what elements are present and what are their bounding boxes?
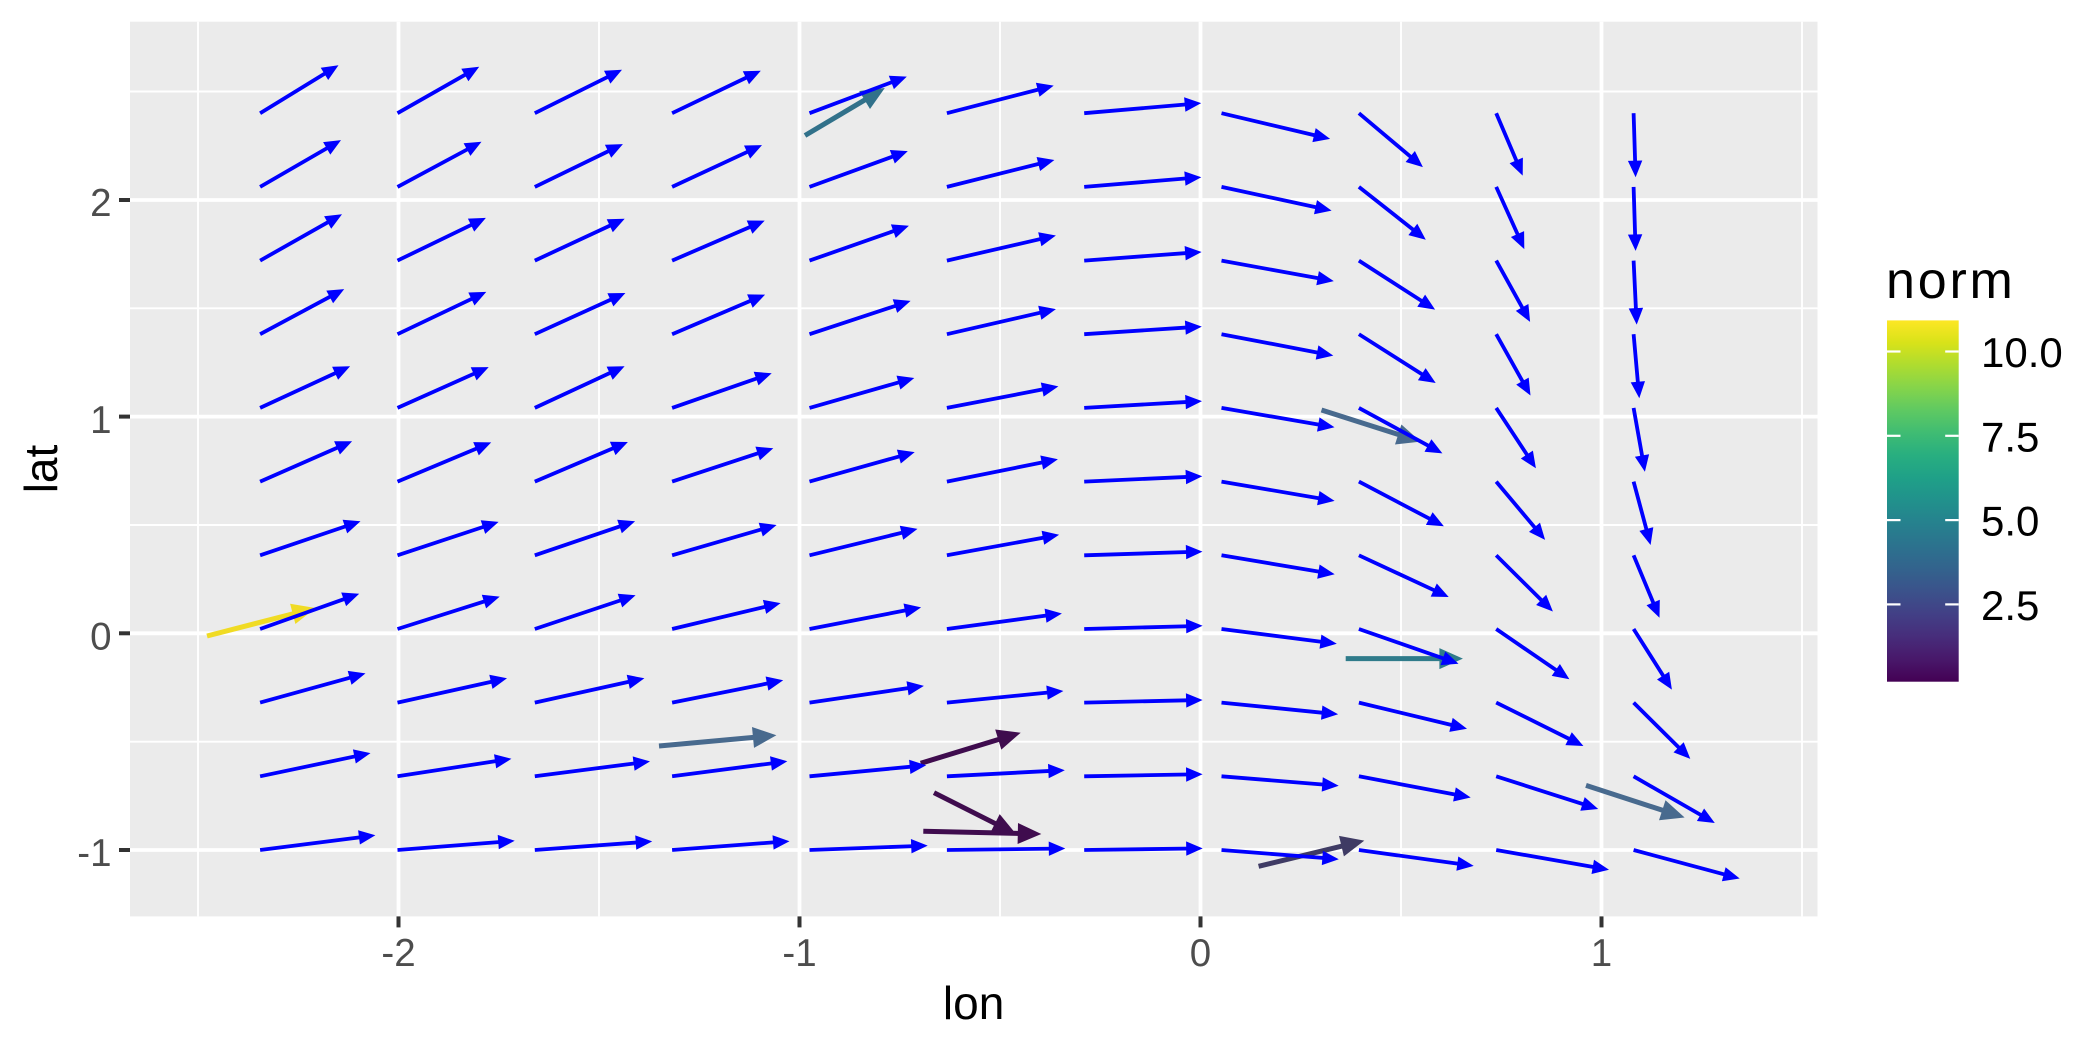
svg-text:-1: -1 xyxy=(77,832,111,875)
svg-text:7.5: 7.5 xyxy=(1981,413,2039,460)
svg-text:2: 2 xyxy=(90,182,111,225)
svg-text:-1: -1 xyxy=(782,932,816,975)
svg-text:1: 1 xyxy=(1591,932,1612,975)
svg-text:lon: lon xyxy=(943,977,1004,1029)
svg-text:0: 0 xyxy=(90,616,111,659)
svg-text:10.0: 10.0 xyxy=(1981,329,2063,376)
svg-text:0: 0 xyxy=(1190,932,1211,975)
svg-text:5.0: 5.0 xyxy=(1981,498,2039,545)
svg-text:-2: -2 xyxy=(381,932,415,975)
svg-text:norm: norm xyxy=(1886,252,2016,310)
svg-text:lat: lat xyxy=(15,444,67,493)
svg-text:2.5: 2.5 xyxy=(1981,582,2039,629)
svg-text:1: 1 xyxy=(90,399,111,442)
